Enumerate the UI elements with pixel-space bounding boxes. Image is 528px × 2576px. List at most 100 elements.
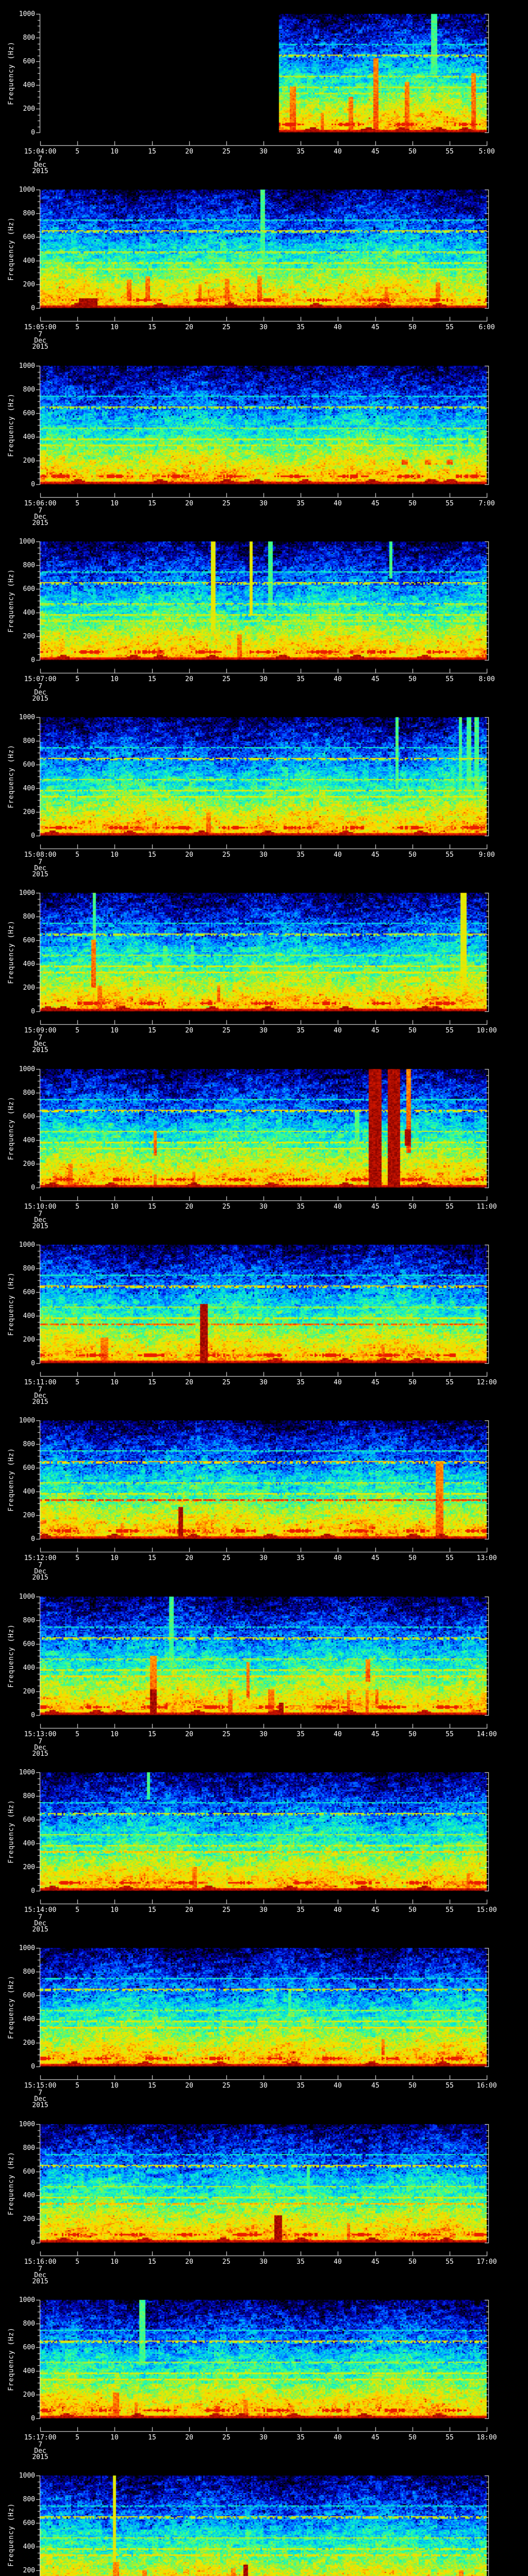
x-tick-label: 15 xyxy=(148,1203,156,1211)
y-tick-label: 0 xyxy=(31,1360,35,1367)
x-tick-label: 10 xyxy=(110,500,119,507)
x-tick-label: 5 xyxy=(75,1731,79,1738)
y-tick-label: 800 xyxy=(23,1089,35,1097)
x-tick-label: 25 xyxy=(222,2434,230,2442)
x-tick-label: 30 xyxy=(259,675,268,683)
y-tick-label: 600 xyxy=(23,585,35,593)
x-end-time-label: 10:00 xyxy=(476,1027,497,1035)
x-tick-label: 10 xyxy=(110,148,119,156)
y-tick-label: 1000 xyxy=(19,1417,35,1425)
y-tick-label: 600 xyxy=(23,1113,35,1121)
x-tick-label: 30 xyxy=(259,1379,268,1386)
x-tick-label: 5 xyxy=(75,675,79,683)
y-tick-label: 200 xyxy=(23,1512,35,1519)
x-end-time-label: 12:00 xyxy=(476,1379,497,1386)
x-tick-label: 35 xyxy=(296,2258,305,2266)
y-tick-label: 200 xyxy=(23,2039,35,2047)
x-tick-label: 35 xyxy=(296,1554,305,1562)
date-line: 7 xyxy=(38,683,42,690)
date-line: 7 xyxy=(38,1034,42,1042)
x-tick-label: 30 xyxy=(259,1906,268,1914)
y-axis-title-wrap: Frequency (Hz) xyxy=(0,190,23,308)
y-axis-title: Frequency (Hz) xyxy=(7,2327,15,2391)
x-start-time-label: 15:10:00 xyxy=(24,1203,57,1211)
x-tick-label: 50 xyxy=(408,2434,417,2442)
x-end-time-label: 6:00 xyxy=(478,324,495,331)
x-tick-label: 40 xyxy=(334,1027,342,1035)
x-tick-label: 55 xyxy=(446,1203,454,1211)
x-tick-label: 20 xyxy=(185,1203,193,1211)
spectrogram-panel: 0 200 400 600 800 1000 15:06:00 7:00 5 10 15 20 25 30… xyxy=(0,352,528,528)
date-line: 2015 xyxy=(32,2102,48,2109)
x-start-time-label: 15:11:00 xyxy=(24,1379,57,1386)
x-tick-label: 20 xyxy=(185,1906,193,1914)
y-tick-label: 800 xyxy=(23,737,35,745)
y-tick-label: 200 xyxy=(23,2215,35,2223)
x-tick-label: 45 xyxy=(371,324,380,331)
y-axis-title: Frequency (Hz) xyxy=(7,393,15,457)
x-tick-label: 50 xyxy=(408,2082,417,2090)
x-tick-label: 30 xyxy=(259,1731,268,1738)
x-tick-label: 45 xyxy=(371,851,380,859)
y-tick-label: 800 xyxy=(23,1792,35,1800)
x-tick-label: 15 xyxy=(148,1554,156,1562)
y-tick-label: 400 xyxy=(23,1664,35,1672)
x-tick-label: 20 xyxy=(185,1731,193,1738)
x-tick-label: 40 xyxy=(334,324,342,331)
x-end-time-label: 7:00 xyxy=(478,500,495,507)
x-tick-label: 20 xyxy=(185,1379,193,1386)
date-line: 2015 xyxy=(32,1750,48,1758)
y-axis-title-wrap: Frequency (Hz) xyxy=(0,1948,23,2066)
date-line: Dec xyxy=(34,513,46,521)
y-tick-label: 800 xyxy=(23,210,35,217)
spectrogram-canvas xyxy=(0,2286,528,2462)
x-tick-label: 55 xyxy=(446,851,454,859)
date-line: 7 xyxy=(38,1913,42,1921)
y-tick-label: 800 xyxy=(23,1440,35,1448)
x-tick-label: 35 xyxy=(296,1731,305,1738)
x-tick-label: 15 xyxy=(148,1906,156,1914)
x-tick-label: 5 xyxy=(75,1203,79,1211)
x-tick-label: 55 xyxy=(446,1554,454,1562)
y-axis-title: Frequency (Hz) xyxy=(7,2503,15,2567)
x-tick-label: 50 xyxy=(408,500,417,507)
spectrogram-panel: 0 200 400 600 800 1000 15:11:00 12:00 5 10 15 20 25 3… xyxy=(0,1231,528,1407)
x-start-time-label: 15:06:00 xyxy=(24,500,57,507)
x-tick-label: 25 xyxy=(222,148,230,156)
y-tick-label: 800 xyxy=(23,913,35,921)
y-tick-label: 600 xyxy=(23,761,35,769)
x-tick-label: 45 xyxy=(371,2258,380,2266)
x-tick-label: 10 xyxy=(110,324,119,331)
y-tick-label: 800 xyxy=(23,1968,35,1976)
y-tick-label: 200 xyxy=(23,457,35,465)
x-tick-label: 5 xyxy=(75,1554,79,1562)
date-line: 7 xyxy=(38,331,42,338)
y-tick-label: 0 xyxy=(31,1535,35,1543)
y-tick-label: 400 xyxy=(23,2367,35,2375)
x-tick-label: 35 xyxy=(296,500,305,507)
x-tick-label: 20 xyxy=(185,324,193,331)
x-tick-label: 10 xyxy=(110,2258,119,2266)
x-tick-label: 15 xyxy=(148,1379,156,1386)
date-line: 2015 xyxy=(32,1223,48,1230)
date-line: 2015 xyxy=(32,2453,48,2461)
y-tick-label: 400 xyxy=(23,1488,35,1496)
y-tick-label: 1000 xyxy=(19,186,35,194)
y-tick-label: 1000 xyxy=(19,1241,35,1249)
x-tick-label: 45 xyxy=(371,1906,380,1914)
x-start-time-label: 15:07:00 xyxy=(24,675,57,683)
date-line: 7 xyxy=(38,155,42,163)
date-line: Dec xyxy=(34,2447,46,2455)
x-tick-label: 55 xyxy=(446,500,454,507)
y-axis-title-wrap: Frequency (Hz) xyxy=(0,893,23,1011)
y-tick-label: 1000 xyxy=(19,1593,35,1601)
y-tick-label: 1000 xyxy=(19,1065,35,1073)
x-tick-label: 5 xyxy=(75,2082,79,2090)
x-tick-label: 55 xyxy=(446,1027,454,1035)
spectrogram-canvas xyxy=(0,1055,528,1231)
x-start-time-label: 15:17:00 xyxy=(24,2434,57,2442)
y-tick-label: 600 xyxy=(23,1816,35,1824)
date-line: Dec xyxy=(34,1744,46,1752)
x-tick-label: 15 xyxy=(148,675,156,683)
x-tick-label: 25 xyxy=(222,851,230,859)
